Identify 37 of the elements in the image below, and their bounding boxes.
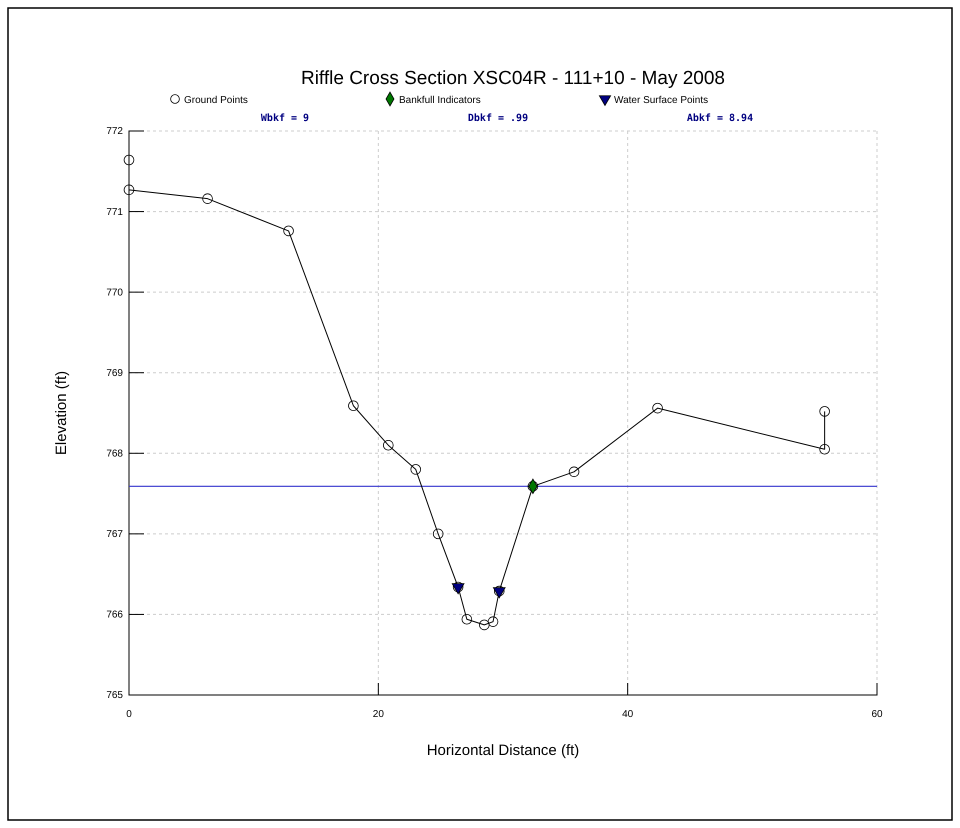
legend-label: Ground Points [184,95,248,106]
point [348,400,359,412]
point [528,481,538,492]
text: Abkf = 8.94 [686,113,754,124]
point [488,616,498,627]
y-tick-label: 765 [106,690,124,702]
point [283,226,294,236]
chart-title: Riffle Cross Section XSC04R - 111+10 - May 2008 [300,68,726,89]
y-tick-label: 771 [106,206,124,218]
y-tick-label: 767 [106,529,124,540]
x-tick-label: 60 [871,709,883,720]
point [410,464,422,475]
text: Wbkf = 9 [260,113,310,124]
x-axis-title: Horizontal Distance (ft) [426,742,580,759]
point [124,184,134,196]
point [479,620,490,630]
x-tick-label: 20 [372,709,384,720]
y-tick-label: 770 [106,287,124,298]
legend-label: Water Surface Points [614,95,708,106]
point [383,440,394,451]
y-tick-label: 772 [106,126,124,138]
point [124,154,134,166]
x-tick-label: 40 [622,709,634,720]
text: Dbkf = .99 [468,113,528,124]
point [652,402,663,414]
y-axis-title: Elevation (ft) [53,370,70,456]
point [202,193,213,204]
y-tick-label: 769 [106,368,124,379]
point [568,466,580,478]
point [819,406,830,417]
y-tick-label: 768 [106,448,124,460]
y-tick-label: 766 [106,610,124,621]
legend-label: Bankfull Indicators [399,95,481,106]
point [432,528,444,540]
point [819,444,830,455]
x-tick-label: 0 [126,709,132,720]
point [462,614,472,625]
